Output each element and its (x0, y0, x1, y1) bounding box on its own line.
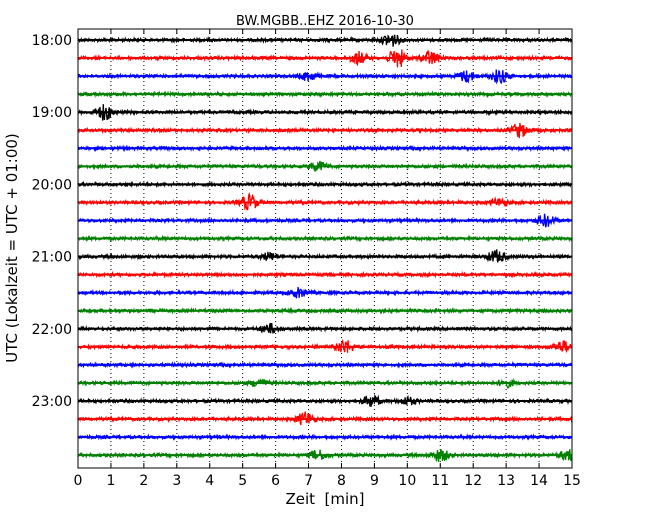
plot-frame (77, 28, 573, 469)
x-tick-label: 10 (398, 473, 416, 489)
x-tick-label: 4 (205, 473, 214, 489)
x-tick-label: 11 (431, 473, 449, 489)
x-tick-label: 7 (304, 473, 313, 489)
x-tick-label: 15 (563, 473, 581, 489)
y-tick-label: 18:00 (32, 33, 72, 49)
x-tick-label: 6 (271, 473, 280, 489)
x-tick-label: 5 (238, 473, 247, 489)
x-tick-label: 3 (172, 473, 181, 489)
x-tick-label: 13 (497, 473, 515, 489)
x-tick-label: 8 (337, 473, 346, 489)
axis-layer: 0 1 2 3 4 5 6 7 8 9 10 11 12 13 14 1518:0019:0020:0021:… (32, 29, 581, 489)
x-tick-label: 2 (139, 473, 148, 489)
trace-line (77, 191, 573, 211)
y-tick-label: 23:00 (32, 394, 72, 410)
x-axis-label: Zeit [min] (285, 490, 364, 508)
y-axis-label: UTC (Lokalzeit = UTC + 01:00) (3, 133, 21, 363)
x-tick-label: 1 (106, 473, 115, 489)
x-tick-label: 9 (370, 473, 379, 489)
x-tick-label: 12 (464, 473, 482, 489)
y-tick-label: 21:00 (32, 250, 72, 266)
chart-title: BW.MGBB..EHZ 2016-10-30 (236, 14, 414, 29)
x-tick-label: 0 (74, 473, 83, 489)
x-tick-label: 14 (530, 473, 548, 489)
y-tick-label: 20:00 (32, 177, 72, 193)
y-tick-label: 19:00 (32, 105, 72, 121)
trace-layer (77, 34, 573, 462)
y-tick-label: 22:00 (32, 322, 72, 338)
